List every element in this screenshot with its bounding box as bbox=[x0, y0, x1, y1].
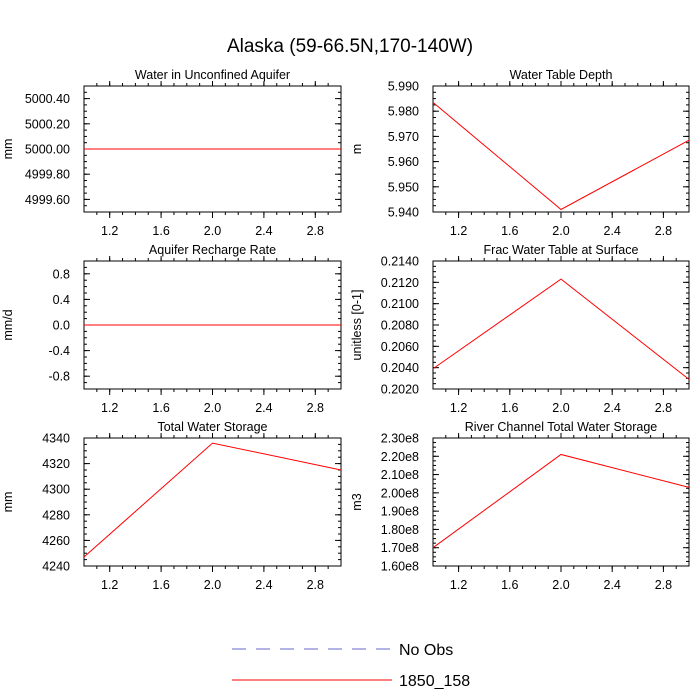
x-tick-label: 2.0 bbox=[552, 401, 569, 415]
x-tick-label: 2.0 bbox=[552, 224, 569, 238]
panel-title: Aquifer Recharge Rate bbox=[149, 243, 276, 257]
panel-6: River Channel Total Water Storage m3 1.60e… bbox=[350, 420, 690, 592]
panel-title: Total Water Storage bbox=[157, 420, 267, 434]
y-axis-label: m3 bbox=[350, 493, 364, 510]
series-line-1850-158 bbox=[432, 278, 690, 380]
x-tick-label: 2.0 bbox=[204, 578, 221, 592]
x-tick-label: 2.8 bbox=[655, 224, 672, 238]
x-tick-label: 2.4 bbox=[604, 578, 621, 592]
series-line-1850-158 bbox=[432, 453, 690, 549]
y-axis-label: mm bbox=[1, 492, 15, 513]
x-tick-label: 2.8 bbox=[655, 401, 672, 415]
x-tick-label: 1.6 bbox=[501, 224, 518, 238]
y-tick-label: 2.00e8 bbox=[381, 486, 419, 500]
figure-title: Alaska (59-66.5N,170-140W) bbox=[227, 36, 473, 57]
y-tick-label: 2.20e8 bbox=[381, 450, 419, 464]
panel-4: Frac Water Table at Surface unitless [0-1… bbox=[350, 243, 690, 415]
y-tick-label: -0.4 bbox=[48, 344, 70, 358]
series-line-1850-158 bbox=[432, 101, 690, 211]
y-tick-label: 4300 bbox=[42, 483, 70, 497]
y-tick-label: 0.8 bbox=[53, 267, 70, 281]
y-tick-label: 5.960 bbox=[388, 155, 419, 169]
x-tick-label: 2.8 bbox=[307, 401, 324, 415]
y-axis-label: unitless [0-1] bbox=[350, 290, 364, 361]
y-axis-label: mm/d bbox=[1, 309, 15, 340]
panel-title: River Channel Total Water Storage bbox=[465, 420, 658, 434]
panel-3: Aquifer Recharge Rate mm/d -0.8 -0.4 0.0 0.4 0… bbox=[1, 243, 342, 415]
y-tick-label: 5.940 bbox=[388, 206, 419, 220]
y-tick-label: 4320 bbox=[42, 457, 70, 471]
x-tick-label: 1.6 bbox=[501, 578, 518, 592]
y-tick-label: 2.30e8 bbox=[381, 432, 419, 446]
panel-title: Water in Unconfined Aquifer bbox=[135, 68, 290, 82]
x-tick-label: 1.6 bbox=[501, 401, 518, 415]
x-tick-label: 1.6 bbox=[152, 224, 169, 238]
y-tick-label: 4999.60 bbox=[25, 193, 70, 207]
x-tick-label: 1.6 bbox=[152, 401, 169, 415]
y-tick-label: 0.2140 bbox=[381, 255, 419, 269]
x-tick-label: 1.2 bbox=[101, 401, 118, 415]
x-tick-label: 2.4 bbox=[604, 224, 621, 238]
y-tick-label: 1.70e8 bbox=[381, 541, 419, 555]
x-tick-label: 1.6 bbox=[152, 578, 169, 592]
y-tick-label: 0.2040 bbox=[381, 361, 419, 375]
y-tick-label: 4999.80 bbox=[25, 168, 70, 182]
panel-5: Total Water Storage mm 4240 4260 4280 4300 432… bbox=[1, 420, 342, 592]
panel-1: Water in Unconfined Aquifer mm 4999.60 4999… bbox=[1, 68, 342, 238]
y-tick-label: 4240 bbox=[42, 560, 70, 574]
panel-title: Frac Water Table at Surface bbox=[484, 243, 639, 257]
x-tick-label: 2.8 bbox=[655, 578, 672, 592]
y-tick-label: 0.2120 bbox=[381, 276, 419, 290]
x-tick-label: 2.4 bbox=[255, 578, 272, 592]
legend-label-no-obs: No Obs bbox=[399, 642, 453, 659]
y-tick-label: 1.60e8 bbox=[381, 560, 419, 574]
y-tick-label: 5000.40 bbox=[25, 92, 70, 106]
y-tick-label: 5000.20 bbox=[25, 117, 70, 131]
panel-2: Water Table Depth m 5.940 5.950 5.960 5.970 5.… bbox=[350, 68, 690, 238]
x-tick-label: 2.0 bbox=[204, 224, 221, 238]
y-tick-label: 2.10e8 bbox=[381, 468, 419, 482]
x-tick-label: 1.2 bbox=[450, 578, 467, 592]
y-tick-label: 5000.00 bbox=[25, 143, 70, 157]
x-tick-label: 2.0 bbox=[552, 578, 569, 592]
y-tick-label: 4340 bbox=[42, 432, 70, 446]
y-tick-label: 0.0 bbox=[53, 319, 70, 333]
plot-frame bbox=[432, 85, 690, 213]
y-tick-label: 1.80e8 bbox=[381, 523, 419, 537]
x-tick-label: 2.4 bbox=[604, 401, 621, 415]
x-tick-label: 2.8 bbox=[307, 578, 324, 592]
x-tick-label: 1.2 bbox=[450, 401, 467, 415]
x-tick-label: 2.8 bbox=[307, 224, 324, 238]
plot-frame bbox=[432, 437, 690, 567]
y-tick-label: 4280 bbox=[42, 508, 70, 522]
y-tick-label: 5.980 bbox=[388, 105, 419, 119]
y-axis-label: m bbox=[350, 144, 364, 154]
y-tick-label: 0.4 bbox=[53, 293, 70, 307]
panel-title: Water Table Depth bbox=[510, 68, 613, 82]
x-tick-label: 1.2 bbox=[101, 578, 118, 592]
y-axis-label: mm bbox=[1, 139, 15, 160]
y-tick-label: 0.2060 bbox=[381, 340, 419, 354]
panels: Water in Unconfined Aquifer mm 4999.60 4999… bbox=[1, 68, 690, 592]
legend-label-1850-158: 1850_158 bbox=[399, 673, 470, 690]
x-tick-label: 2.4 bbox=[255, 224, 272, 238]
y-tick-label: 5.950 bbox=[388, 180, 419, 194]
y-tick-label: 1.90e8 bbox=[381, 505, 419, 519]
y-tick-label: -0.8 bbox=[48, 370, 70, 384]
y-tick-label: 0.2020 bbox=[381, 383, 419, 397]
y-tick-label: 0.2100 bbox=[381, 297, 419, 311]
plot-frame bbox=[83, 437, 342, 567]
plot-frame bbox=[432, 260, 690, 390]
y-tick-label: 5.990 bbox=[388, 80, 419, 94]
y-tick-label: 5.970 bbox=[388, 130, 419, 144]
y-tick-label: 4260 bbox=[42, 534, 70, 548]
x-tick-label: 1.2 bbox=[450, 224, 467, 238]
x-tick-label: 2.0 bbox=[204, 401, 221, 415]
y-tick-label: 0.2080 bbox=[381, 319, 419, 333]
x-tick-label: 1.2 bbox=[101, 224, 118, 238]
series-line-1850-158 bbox=[83, 442, 342, 558]
legend: No Obs 1850_158 bbox=[232, 642, 470, 690]
x-tick-label: 2.4 bbox=[255, 401, 272, 415]
